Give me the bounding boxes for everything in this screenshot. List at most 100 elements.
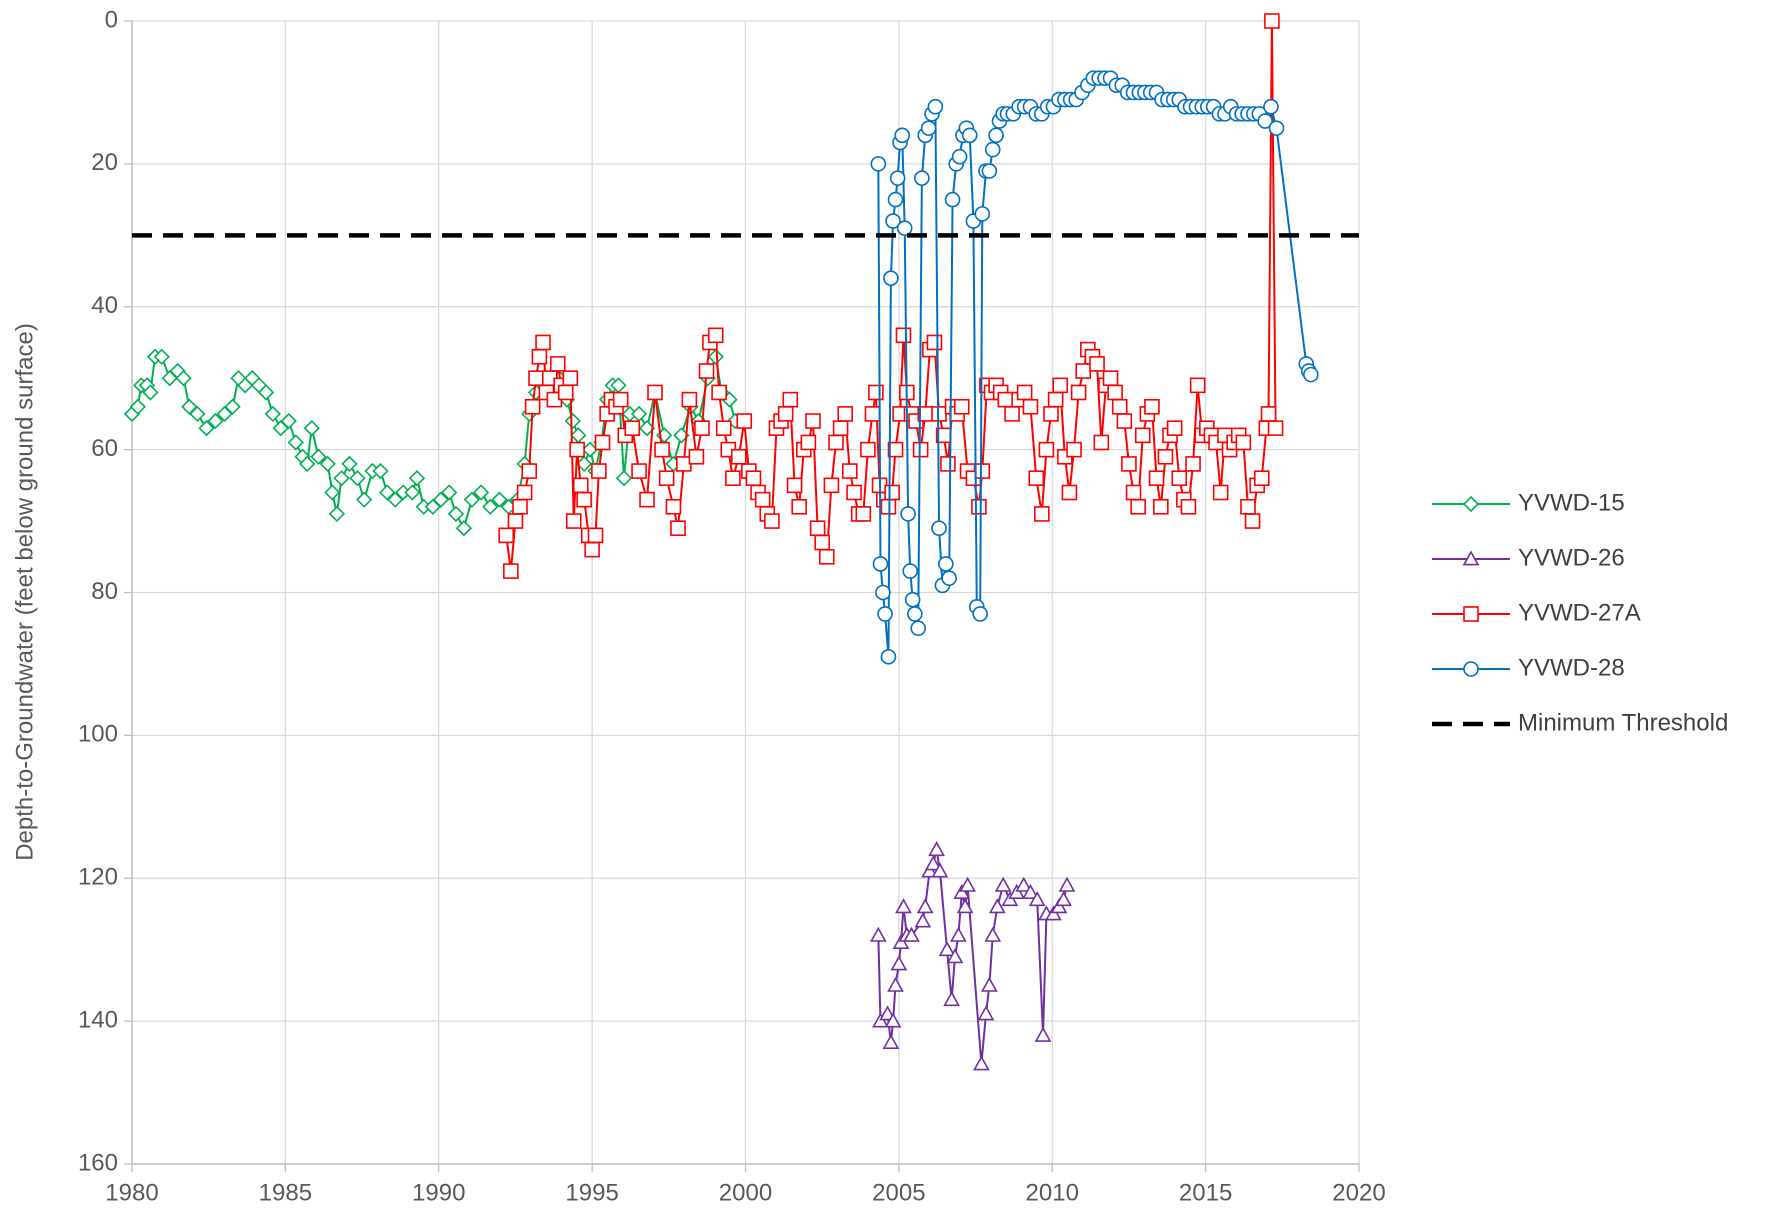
marker	[372, 462, 389, 480]
marker	[1016, 384, 1033, 401]
marker	[688, 448, 705, 465]
marker	[647, 384, 663, 401]
marker	[576, 491, 592, 508]
y-tick-label: 40	[91, 292, 118, 319]
marker	[698, 363, 715, 379]
marker	[572, 477, 589, 494]
marker	[512, 498, 528, 515]
marker	[868, 384, 884, 401]
marker	[264, 405, 281, 423]
marker	[860, 441, 876, 458]
marker	[914, 912, 932, 928]
marker	[920, 120, 937, 136]
legend-marker	[1462, 550, 1480, 566]
marker	[576, 455, 593, 473]
marker	[1130, 498, 1146, 515]
marker	[972, 606, 988, 622]
x-tick-label: 1995	[565, 1179, 618, 1206]
marker	[581, 441, 599, 458]
marker	[885, 213, 901, 229]
marker	[341, 455, 358, 473]
marker	[1066, 441, 1082, 458]
marker	[875, 584, 891, 601]
marker	[535, 334, 551, 351]
marker	[569, 441, 585, 458]
y-tick-label: 140	[78, 1006, 118, 1033]
marker	[142, 384, 159, 401]
marker	[630, 405, 648, 423]
marker	[814, 534, 830, 551]
marker	[175, 370, 192, 387]
marker	[997, 391, 1014, 408]
marker	[910, 620, 927, 637]
marker	[1180, 498, 1197, 515]
marker	[1043, 406, 1059, 422]
marker	[280, 412, 297, 430]
marker	[1093, 434, 1110, 451]
marker	[1189, 377, 1206, 394]
marker	[1257, 113, 1273, 129]
marker	[1244, 513, 1261, 529]
marker	[786, 477, 803, 494]
marker	[612, 391, 629, 408]
marker	[846, 484, 862, 501]
marker	[1116, 413, 1133, 429]
legend-marker	[1463, 661, 1479, 677]
marker	[916, 898, 934, 914]
marker	[818, 548, 835, 565]
marker	[310, 448, 327, 465]
y-tick-label: 120	[78, 864, 118, 891]
marker	[658, 470, 675, 487]
legend-label: Minimum Threshold	[1518, 709, 1728, 736]
marker	[926, 334, 943, 351]
marker	[1111, 398, 1128, 415]
marker	[928, 841, 945, 857]
legend-marker	[1462, 495, 1480, 513]
marker	[887, 191, 904, 208]
marker	[507, 513, 524, 529]
x-tick-label: 2015	[1179, 1179, 1232, 1206]
marker	[994, 876, 1012, 892]
marker	[570, 427, 587, 444]
marker	[1047, 391, 1064, 408]
marker	[946, 948, 964, 964]
marker	[884, 1012, 902, 1028]
marker	[1022, 883, 1039, 899]
marker	[895, 327, 912, 344]
marker	[872, 556, 889, 572]
marker	[837, 406, 853, 422]
marker	[1028, 891, 1046, 907]
marker	[631, 463, 647, 479]
marker	[356, 491, 373, 508]
marker	[988, 898, 1006, 914]
marker	[349, 470, 366, 487]
marker	[904, 591, 921, 608]
marker	[1028, 470, 1045, 487]
marker	[800, 434, 817, 451]
marker	[869, 926, 887, 942]
marker	[882, 1033, 900, 1049]
marker	[900, 506, 916, 522]
marker	[1125, 484, 1142, 501]
marker	[1038, 441, 1055, 458]
marker	[224, 398, 241, 415]
marker	[1102, 370, 1119, 386]
marker	[864, 406, 881, 422]
marker	[498, 527, 515, 544]
marker	[832, 420, 849, 436]
legend-label: YVWD-28	[1518, 654, 1625, 681]
marker	[549, 356, 566, 372]
marker	[1034, 506, 1050, 522]
marker	[711, 384, 727, 401]
marker	[1050, 898, 1068, 914]
marker	[959, 876, 976, 892]
marker	[981, 163, 998, 179]
marker	[971, 498, 987, 515]
marker	[472, 484, 490, 501]
marker	[940, 456, 956, 472]
marker	[521, 463, 538, 479]
marker	[890, 955, 908, 971]
marker	[324, 484, 341, 501]
marker	[914, 170, 930, 186]
marker	[931, 862, 949, 878]
